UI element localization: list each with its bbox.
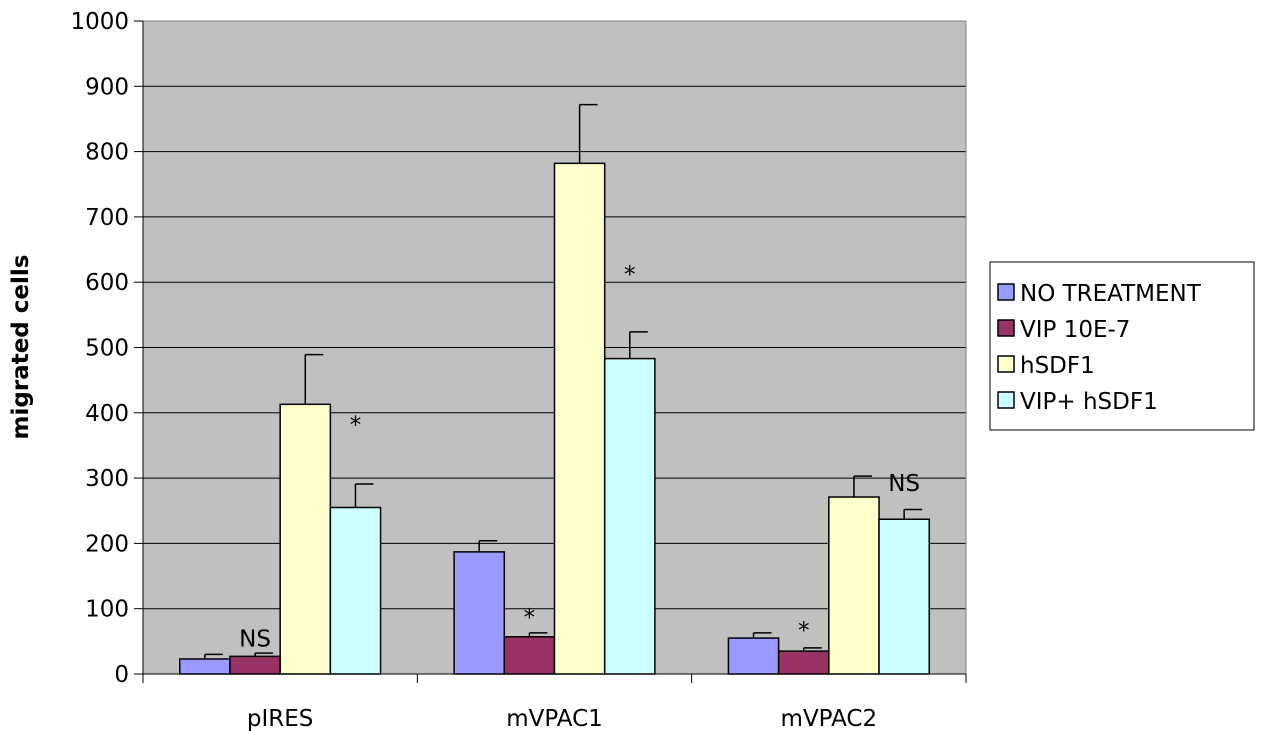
bar xyxy=(329,506,382,675)
y-tick-label: 700 xyxy=(85,205,129,231)
x-category-labels: pIRES mVPAC1 mVPAC2 xyxy=(247,706,877,731)
bar xyxy=(603,357,656,675)
legend: NO TREATMENT VIP 10E-7 hSDF1 VIP+ hSDF1 xyxy=(989,261,1255,431)
significance-annotation: * xyxy=(524,605,536,631)
bar xyxy=(777,650,830,675)
y-tick-label: 1000 xyxy=(70,9,129,35)
y-tick-labels: 0 100 200 300 400 500 600 700 800 900 1000 xyxy=(70,9,129,688)
y-tick-label: 300 xyxy=(85,466,129,492)
legend-entry: VIP+ hSDF1 xyxy=(1020,389,1158,415)
legend-swatch xyxy=(997,283,1015,301)
bar xyxy=(279,403,332,675)
y-axis-label: migrated cells xyxy=(8,255,34,440)
legend-swatch xyxy=(997,355,1015,373)
significance-annotation: * xyxy=(798,618,810,644)
significance-annotation: NS xyxy=(239,627,271,653)
x-category-label: mVPAC1 xyxy=(506,706,603,731)
bar xyxy=(878,518,930,675)
y-tick-label: 900 xyxy=(85,74,129,100)
y-tick-label: 800 xyxy=(85,140,129,166)
bar xyxy=(503,636,556,675)
bar xyxy=(453,551,506,675)
bar xyxy=(553,162,606,675)
significance-annotation: * xyxy=(350,412,362,438)
legend-swatch xyxy=(997,391,1015,409)
bar xyxy=(229,655,281,675)
legend-entry: NO TREATMENT xyxy=(1020,281,1202,307)
significance-annotation: NS xyxy=(888,471,920,497)
y-tick-label: 100 xyxy=(85,597,129,623)
bar xyxy=(727,637,780,675)
y-tick-label: 0 xyxy=(114,662,129,688)
error-bars xyxy=(204,103,923,659)
x-category-label: pIRES xyxy=(247,706,314,731)
annotations: NS * * * * NS xyxy=(239,262,920,652)
legend-box xyxy=(989,261,1255,431)
y-tick-label: 600 xyxy=(85,270,129,296)
legend-entry: hSDF1 xyxy=(1020,353,1095,379)
y-tick-label: 400 xyxy=(85,401,129,427)
legend-swatch xyxy=(997,319,1015,337)
x-category-label: mVPAC2 xyxy=(781,706,878,731)
y-tick-label: 200 xyxy=(85,531,129,557)
legend-entry: VIP 10E-7 xyxy=(1020,317,1130,343)
bar xyxy=(828,496,880,675)
significance-annotation: * xyxy=(624,262,636,288)
y-tick-label: 500 xyxy=(85,336,129,362)
axes xyxy=(134,20,967,683)
bar xyxy=(179,658,231,675)
